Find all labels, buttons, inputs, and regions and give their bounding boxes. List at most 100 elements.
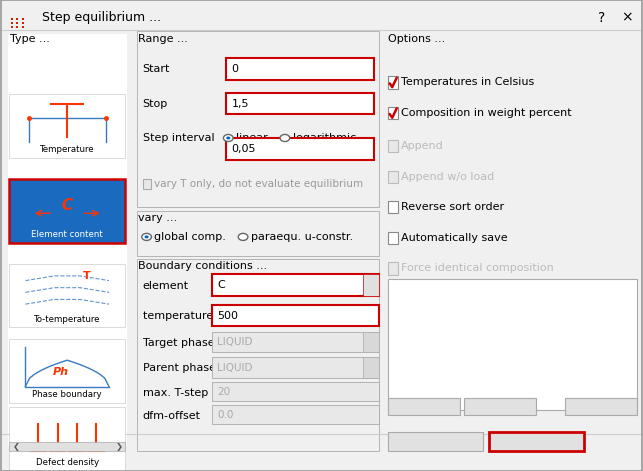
Bar xyxy=(212,382,379,401)
Text: Reverse sort order: Reverse sort order xyxy=(401,202,504,212)
Bar xyxy=(388,76,398,89)
Text: vary T only, do not evaluate equilibrium: vary T only, do not evaluate equilibrium xyxy=(154,179,363,189)
Text: Type ...: Type ... xyxy=(10,34,50,44)
Text: vary ...: vary ... xyxy=(138,213,177,223)
Bar xyxy=(388,107,398,119)
Bar xyxy=(212,274,379,296)
Text: ▾: ▾ xyxy=(368,278,374,292)
Bar xyxy=(212,357,379,378)
Text: Append: Append xyxy=(401,141,444,151)
Text: 20: 20 xyxy=(217,387,230,397)
Text: Target phase: Target phase xyxy=(143,338,214,348)
Text: Range ...: Range ... xyxy=(138,34,188,44)
Bar xyxy=(388,171,398,183)
Text: global comp.: global comp. xyxy=(154,232,226,242)
Text: ▾: ▾ xyxy=(368,361,374,374)
Text: Composition in weight percent: Composition in weight percent xyxy=(401,108,572,118)
Text: Defect density: Defect density xyxy=(35,458,99,467)
Text: Parent phase: Parent phase xyxy=(143,363,216,374)
Bar xyxy=(212,305,379,326)
Text: linear: linear xyxy=(236,133,267,143)
Text: 0: 0 xyxy=(231,64,239,74)
Circle shape xyxy=(226,137,230,139)
Bar xyxy=(363,274,379,296)
Bar xyxy=(226,93,374,114)
Text: temperature C: temperature C xyxy=(143,310,224,321)
Text: 0.0: 0.0 xyxy=(217,410,233,421)
Circle shape xyxy=(142,234,152,241)
Text: Temperatures in Celsius: Temperatures in Celsius xyxy=(401,77,534,88)
Circle shape xyxy=(224,135,233,141)
Text: logarithmic: logarithmic xyxy=(293,133,356,143)
Text: C: C xyxy=(217,280,225,290)
Bar xyxy=(464,398,536,415)
Bar xyxy=(143,179,151,189)
Text: 500: 500 xyxy=(217,310,239,321)
Text: Start: Start xyxy=(143,64,170,74)
Text: Remove: Remove xyxy=(478,401,523,412)
Text: ?: ? xyxy=(597,11,605,25)
Circle shape xyxy=(238,234,248,241)
Text: Options ...: Options ... xyxy=(388,34,445,44)
Bar xyxy=(388,262,398,275)
Text: Go: Go xyxy=(528,435,545,448)
Bar xyxy=(8,34,126,445)
Text: Force identical composition: Force identical composition xyxy=(401,263,554,274)
Bar xyxy=(388,140,398,152)
Bar xyxy=(388,279,637,410)
Text: Step interval: Step interval xyxy=(143,133,214,143)
Bar xyxy=(388,432,483,451)
Text: Ph: Ph xyxy=(53,367,69,377)
Bar xyxy=(388,201,398,213)
Text: element: element xyxy=(143,281,189,292)
Text: max. T-step: max. T-step xyxy=(143,388,208,398)
Bar xyxy=(226,138,374,160)
Text: Cancel: Cancel xyxy=(415,435,455,448)
Text: paraequ. u-constr.: paraequ. u-constr. xyxy=(251,232,353,242)
Bar xyxy=(9,94,125,158)
Bar xyxy=(137,211,379,256)
Text: Temperature: Temperature xyxy=(40,145,95,154)
Text: Edit ...: Edit ... xyxy=(583,401,619,412)
Bar xyxy=(226,58,374,80)
Text: ×: × xyxy=(621,11,633,25)
Text: Stop: Stop xyxy=(143,98,168,109)
Circle shape xyxy=(145,236,149,238)
Text: Element content: Element content xyxy=(32,230,103,239)
Text: Phase boundary: Phase boundary xyxy=(32,390,102,399)
Text: 0,05: 0,05 xyxy=(231,144,256,154)
Text: Step equilibrium ...: Step equilibrium ... xyxy=(42,11,161,24)
Bar xyxy=(137,259,379,451)
Bar xyxy=(363,332,379,352)
Text: Add ...: Add ... xyxy=(406,401,442,412)
Text: LIQUID: LIQUID xyxy=(217,337,253,348)
Bar xyxy=(137,31,379,207)
Bar xyxy=(212,405,379,424)
Bar xyxy=(9,179,125,243)
Bar xyxy=(363,357,379,378)
Bar xyxy=(9,442,125,451)
Bar xyxy=(388,232,398,244)
Text: LIQUID: LIQUID xyxy=(217,363,253,373)
Bar xyxy=(9,407,125,471)
Bar xyxy=(388,398,460,415)
Text: Append w/o load: Append w/o load xyxy=(401,171,494,182)
Bar xyxy=(19,184,115,231)
Text: Automatically save: Automatically save xyxy=(401,233,508,243)
Bar xyxy=(489,432,584,451)
Bar xyxy=(212,332,379,352)
Text: Impose transformations ...: Impose transformations ... xyxy=(388,282,535,292)
Bar xyxy=(565,398,637,415)
Text: dfm-offset: dfm-offset xyxy=(143,411,201,421)
Text: To-temperature: To-temperature xyxy=(34,315,100,324)
Text: ❯: ❯ xyxy=(116,442,122,451)
Bar xyxy=(9,264,125,327)
Text: 1,5: 1,5 xyxy=(231,98,249,109)
Text: T: T xyxy=(82,271,91,281)
Circle shape xyxy=(280,135,289,141)
Text: C: C xyxy=(62,198,73,213)
Text: Boundary conditions ...: Boundary conditions ... xyxy=(138,261,267,271)
Text: ❮: ❮ xyxy=(13,442,19,451)
Text: ▾: ▾ xyxy=(368,336,374,349)
Bar xyxy=(9,339,125,403)
